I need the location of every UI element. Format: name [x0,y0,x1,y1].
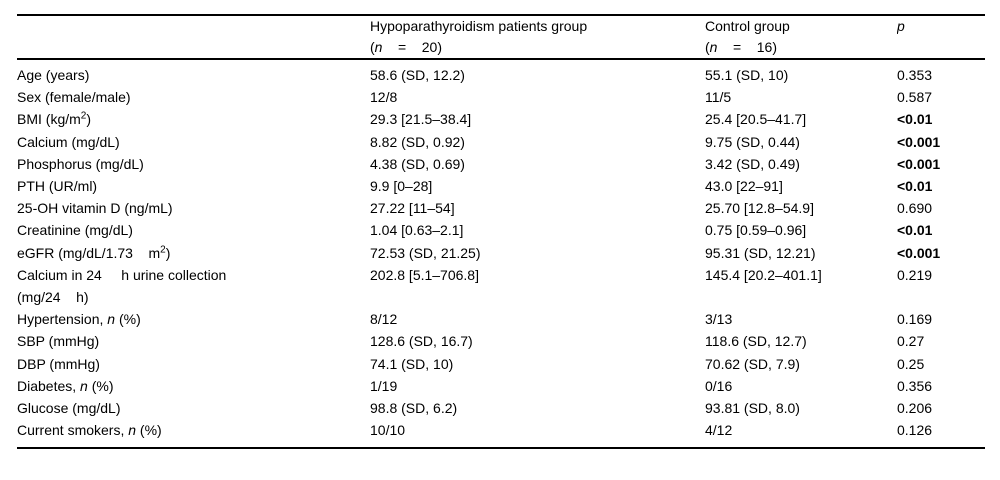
group2-value-cell: 118.6 (SD, 12.7) [705,333,807,350]
p-value-cell: 0.169 [897,311,933,328]
p-value-cell: 0.587 [897,89,933,106]
p-value-cell: 0.25 [897,355,925,372]
table-row: Calcium (mg/dL) 8.82 (SD, 0.92) 9.75 (SD… [17,131,985,153]
header-cell-patients-group: Hypoparathyroidism patients group (n = 20… [370,15,705,60]
table-row: BMI (kg/m2) 29.3 [21.5–38.4] 25.4 [20.5–… [17,108,985,130]
table-header-row: Hypoparathyroidism patients group (n = 20… [17,15,985,60]
group2-value-cell: 9.75 (SD, 0.44) [705,133,800,150]
group2-value-cell: 11/5 [705,89,732,106]
row-label-cell: Phosphorus (mg/dL) [17,155,144,172]
row-label-cell: Diabetes, n (%) [17,377,114,394]
group1-value-cell: 72.53 (SD, 21.25) [370,244,481,261]
group1-value-cell: 98.8 (SD, 6.2) [370,400,458,417]
p-value-cell: 0.206 [897,400,933,417]
row-label-cell: Calcium (mg/dL) [17,133,120,150]
header-cell-control-group: Control group (n = 16) [705,15,897,60]
row-label-cell: PTH (UR/ml) [17,178,98,195]
p-value-cell: 0.126 [897,422,933,439]
group2-value-cell: 70.62 (SD, 7.9) [705,355,800,372]
table-row: Hypertension, n (%) 8/12 3/13 0.169 [17,308,985,330]
row-label-cell: DBP (mmHg) [17,355,100,372]
table-row: Calcium in 24 h urine collection (mg/24 h… [17,264,985,308]
p-value-cell: 0.353 [897,67,933,83]
table-row: Sex (female/male) 12/8 11/5 0.587 [17,86,985,108]
table-row: PTH (UR/ml) 9.9 [0–28] 43.0 [22–91] <0.0… [17,175,985,197]
p-value-cell: 0.27 [897,333,925,350]
group2-value-cell: 93.81 (SD, 8.0) [705,400,800,417]
group1-value-cell: 74.1 (SD, 10) [370,355,454,372]
group2-value-cell: 0/16 [705,377,733,394]
clinical-characteristics-table: Hypoparathyroidism patients group (n = 20… [17,14,985,450]
group1-value-cell: 9.9 [0–28] [370,178,433,195]
row-label-cell: SBP (mmHg) [17,333,100,350]
group1-value-cell: 128.6 (SD, 16.7) [370,333,473,350]
table-row: Age (years) 58.6 (SD, 12.2) 55.1 (SD, 10… [17,59,985,86]
table-row: Glucose (mg/dL) 98.8 (SD, 6.2) 93.81 (SD… [17,397,985,419]
p-value-cell: <0.001 [897,155,941,172]
group1-value-cell: 1/19 [370,377,398,394]
p-value-cell: <0.001 [897,244,941,261]
p-value-cell: 0.690 [897,200,933,217]
p-value-cell: <0.01 [897,111,933,128]
group1-value-cell: 8.82 (SD, 0.92) [370,133,465,150]
group1-value-cell: 27.22 [11–54] [370,200,455,217]
row-label-cell: Hypertension, n (%) [17,311,141,328]
p-value-cell: <0.001 [897,133,941,150]
row-label-cell: Current smokers, n (%) [17,422,162,439]
group1-value-cell: 12/8 [370,89,398,106]
table-row: DBP (mmHg) 74.1 (SD, 10) 70.62 (SD, 7.9)… [17,353,985,375]
group1-value-cell: 1.04 [0.63–2.1] [370,222,464,239]
group2-value-cell: 145.4 [20.2–401.1] [705,266,822,283]
table-row: eGFR (mg/dL/1.73 m2) 72.53 (SD, 21.25) 9… [17,242,985,264]
group2-value-cell: 0.75 [0.59–0.96] [705,222,807,239]
group1-value-cell: 10/10 [370,422,406,439]
p-value-cell: <0.01 [897,178,933,195]
group2-value-cell: 43.0 [22–91] [705,178,783,195]
group2-value-cell: 25.4 [20.5–41.7] [705,111,807,128]
row-label-cell: Age (years) [17,67,90,83]
table-row: Phosphorus (mg/dL) 4.38 (SD, 0.69) 3.42 … [17,153,985,175]
group1-value-cell: 4.38 (SD, 0.69) [370,155,465,172]
table-body: Age (years) 58.6 (SD, 12.2) 55.1 (SD, 10… [17,59,985,448]
group1-value-cell: 29.3 [21.5–38.4] [370,111,472,128]
group2-value-cell: 95.31 (SD, 12.21) [705,244,816,261]
row-label-cell: Creatinine (mg/dL) [17,222,133,239]
row-label-cell: BMI (kg/m2) [17,110,92,128]
p-value-cell: <0.01 [897,222,933,239]
group1-value-cell: 58.6 (SD, 12.2) [370,67,465,83]
group1-value-cell: 202.8 [5.1–706.8] [370,266,479,283]
group2-value-cell: 4/12 [705,422,733,439]
p-value-cell: 0.356 [897,377,933,394]
table-row: Diabetes, n (%) 1/19 0/16 0.356 [17,375,985,397]
table-row: 25-OH vitamin D (ng/mL) 27.22 [11–54] 25… [17,197,985,219]
group1-value-cell: 8/12 [370,311,398,328]
row-label-cell: Glucose (mg/dL) [17,400,121,417]
group2-value-cell: 3/13 [705,311,733,328]
group2-value-cell: 25.70 [12.8–54.9] [705,200,814,217]
p-value-cell: 0.219 [897,266,933,283]
row-label-cell: eGFR (mg/dL/1.73 m2) [17,243,171,261]
header-cell-p: p [897,15,985,60]
row-label-cell: Calcium in 24 h urine collection (mg/24 h… [17,266,227,306]
group2-value-cell: 55.1 (SD, 10) [705,67,789,83]
group2-value-cell: 3.42 (SD, 0.49) [705,155,800,172]
row-label-cell: Sex (female/male) [17,89,131,106]
table-row: SBP (mmHg) 128.6 (SD, 16.7) 118.6 (SD, 1… [17,330,985,352]
row-label-cell: 25-OH vitamin D (ng/mL) [17,200,173,217]
table-row: Creatinine (mg/dL) 1.04 [0.63–2.1] 0.75 … [17,219,985,241]
table-row: Current smokers, n (%) 10/10 4/12 0.126 [17,419,985,448]
header-cell-variable [17,15,370,60]
